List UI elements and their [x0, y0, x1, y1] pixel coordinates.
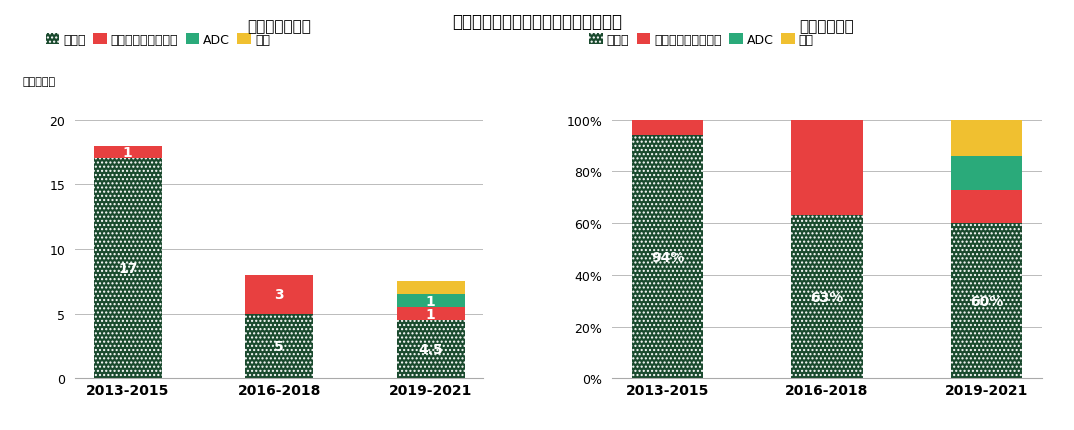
Bar	[396, 282, 465, 295]
Text: 94%: 94%	[651, 250, 684, 264]
Bar	[245, 314, 314, 378]
Text: 60%: 60%	[970, 294, 1003, 308]
Text: 図３　日本創出のモダリティ年次推移: 図３ 日本創出のモダリティ年次推移	[452, 13, 622, 31]
Bar	[93, 159, 162, 378]
Bar	[950, 190, 1022, 224]
Text: 承認数（日本）: 承認数（日本）	[247, 19, 311, 34]
Text: 比率（日本）: 比率（日本）	[800, 19, 854, 34]
Legend: 低分子, モノクローナル抗体, ADC, 核酸: 低分子, モノクローナル抗体, ADC, 核酸	[41, 29, 275, 52]
Text: 1: 1	[122, 146, 133, 160]
Bar	[245, 275, 314, 314]
Bar	[950, 224, 1022, 378]
Bar	[792, 216, 862, 378]
Text: （品目数）: （品目数）	[23, 77, 55, 87]
Text: 4.5: 4.5	[418, 342, 444, 356]
Bar	[632, 120, 703, 136]
Bar	[632, 136, 703, 378]
Text: 3: 3	[275, 288, 284, 301]
Text: 1: 1	[425, 307, 436, 321]
Text: 5: 5	[274, 339, 285, 353]
Bar	[950, 224, 1022, 378]
Text: 17: 17	[118, 262, 137, 276]
Bar	[792, 120, 862, 216]
Bar	[632, 136, 703, 378]
Bar	[792, 216, 862, 378]
Bar	[93, 146, 162, 159]
Bar	[396, 307, 465, 320]
Text: 63%: 63%	[811, 290, 843, 304]
Legend: 低分子, モノクローナル抗体, ADC, 核酸: 低分子, モノクローナル抗体, ADC, 核酸	[584, 29, 818, 52]
Bar	[950, 157, 1022, 190]
Bar	[396, 320, 465, 378]
Bar	[245, 314, 314, 378]
Bar	[396, 295, 465, 307]
Bar	[396, 320, 465, 378]
Bar	[950, 120, 1022, 157]
Text: 1: 1	[425, 294, 436, 308]
Bar	[93, 159, 162, 378]
